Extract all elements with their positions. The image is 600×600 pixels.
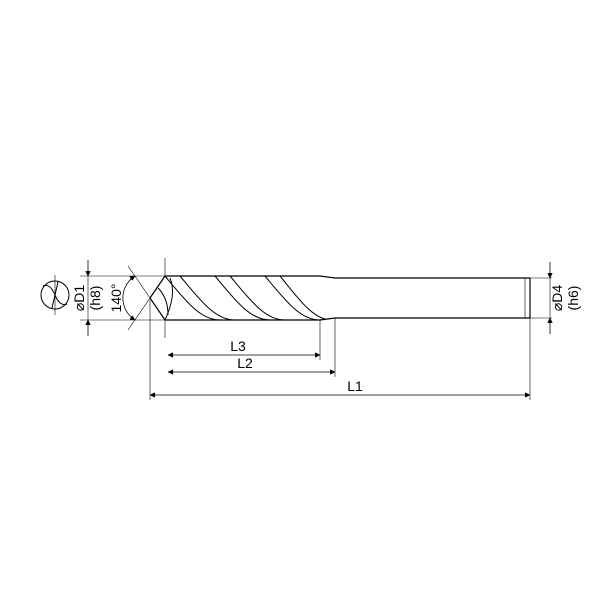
tip-end-view-icon [41,275,69,315]
dimension-L3: L3 [168,338,320,355]
label-angle: 140° [108,284,124,313]
label-D4: ⌀D4 [549,285,565,312]
label-L3: L3 [230,338,246,354]
label-L2: L2 [237,355,253,371]
dimension-L2: L2 [168,355,335,372]
dimension-L1: L1 [150,378,530,395]
label-D4-tol: (h6) [565,286,581,311]
dimension-D4: ⌀D4 (h6) [549,262,581,334]
drill-diagram: L3 L2 L1 ⌀D1 (h8) ⌀D4 (h6) 140° [0,0,600,600]
label-L1: L1 [347,378,363,394]
label-D1: ⌀D1 [71,285,87,312]
dimension-point-angle: 140° [108,266,150,330]
drill-body [150,276,530,320]
label-D1-tol: (h8) [87,286,103,311]
